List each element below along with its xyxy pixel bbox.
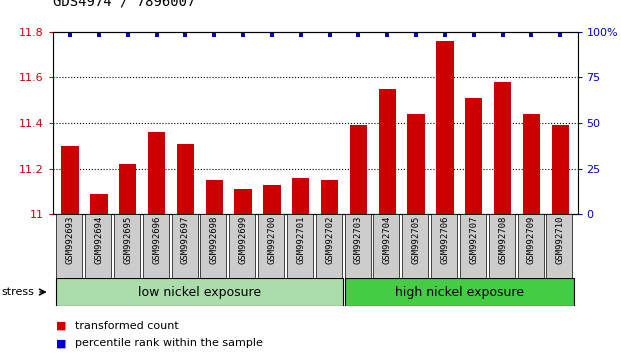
Bar [177,143,194,214]
FancyBboxPatch shape [57,214,82,278]
Text: GSM992694: GSM992694 [94,216,104,264]
Text: stress: stress [1,287,34,297]
FancyBboxPatch shape [373,214,399,278]
Text: GSM992706: GSM992706 [440,216,450,264]
Bar [263,184,281,214]
Text: GSM992698: GSM992698 [210,216,219,264]
FancyBboxPatch shape [57,278,343,306]
FancyBboxPatch shape [143,214,169,278]
Text: GSM992696: GSM992696 [152,216,161,264]
Bar [436,41,453,214]
FancyBboxPatch shape [315,214,342,278]
FancyBboxPatch shape [287,214,313,278]
Text: GDS4974 / 7896007: GDS4974 / 7896007 [53,0,195,9]
Text: GSM992700: GSM992700 [268,216,276,264]
Text: high nickel exposure: high nickel exposure [395,286,524,298]
Text: GSM992693: GSM992693 [66,216,75,264]
Text: transformed count: transformed count [75,321,178,331]
Bar [494,82,511,214]
Text: GSM992695: GSM992695 [123,216,132,264]
Text: GSM992701: GSM992701 [296,216,306,264]
FancyBboxPatch shape [402,214,428,278]
Bar [206,180,223,214]
Bar [551,125,569,214]
Bar [465,98,483,214]
Bar [350,125,367,214]
Bar [321,180,338,214]
Bar [119,164,137,214]
Text: GSM992707: GSM992707 [469,216,478,264]
Text: GSM992704: GSM992704 [383,216,392,264]
Text: GSM992697: GSM992697 [181,216,190,264]
FancyBboxPatch shape [345,278,574,306]
FancyBboxPatch shape [229,214,255,278]
Bar [235,189,252,214]
FancyBboxPatch shape [201,214,227,278]
FancyBboxPatch shape [258,214,284,278]
Bar [523,114,540,214]
Text: GSM992703: GSM992703 [354,216,363,264]
Bar [90,194,107,214]
Text: GSM992699: GSM992699 [238,216,248,264]
FancyBboxPatch shape [345,214,371,278]
Bar [407,114,425,214]
Text: GSM992705: GSM992705 [412,216,420,264]
Text: ■: ■ [56,321,66,331]
Text: low nickel exposure: low nickel exposure [138,286,261,298]
FancyBboxPatch shape [85,214,111,278]
Text: ■: ■ [56,338,66,348]
FancyBboxPatch shape [489,214,515,278]
FancyBboxPatch shape [171,214,197,278]
FancyBboxPatch shape [114,214,140,278]
Bar [148,132,165,214]
FancyBboxPatch shape [546,214,573,278]
Bar [379,89,396,214]
FancyBboxPatch shape [431,214,457,278]
Text: percentile rank within the sample: percentile rank within the sample [75,338,263,348]
Text: GSM992710: GSM992710 [556,216,564,264]
FancyBboxPatch shape [460,214,486,278]
Bar [61,146,79,214]
Text: GSM992709: GSM992709 [527,216,536,264]
Bar [292,178,309,214]
Text: GSM992702: GSM992702 [325,216,334,264]
FancyBboxPatch shape [517,214,543,278]
Text: GSM992708: GSM992708 [498,216,507,264]
